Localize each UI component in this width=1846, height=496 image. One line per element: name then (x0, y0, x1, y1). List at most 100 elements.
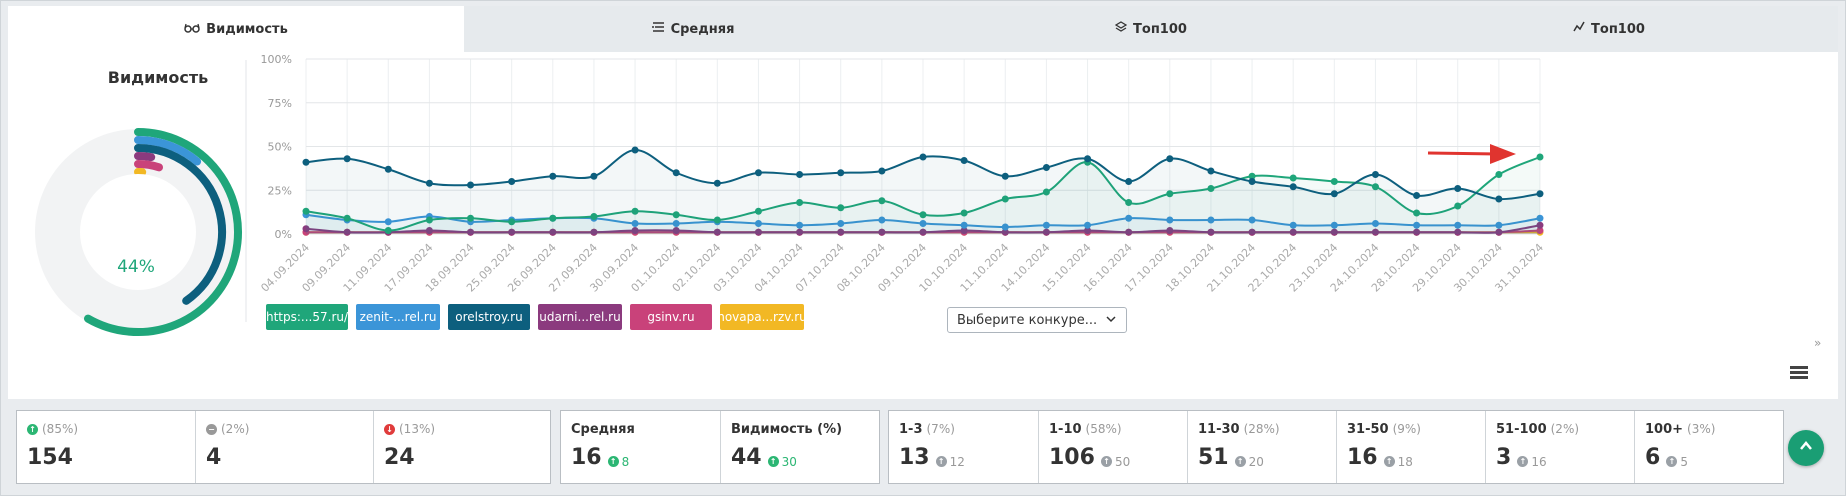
data-point[interactable] (878, 228, 886, 236)
data-point[interactable] (1330, 190, 1338, 198)
data-point[interactable] (960, 227, 968, 234)
data-point[interactable] (878, 167, 886, 175)
data-point[interactable] (960, 157, 968, 164)
data-point[interactable] (1001, 223, 1009, 231)
tab-visibility[interactable]: Видимость (8, 6, 464, 52)
data-point[interactable] (1495, 195, 1503, 203)
legend-chip-series-6[interactable]: novapa...rzv.ru (717, 304, 807, 330)
data-point[interactable] (672, 211, 680, 219)
data-point[interactable] (1207, 228, 1215, 236)
data-point[interactable] (631, 227, 639, 234)
tab-top100-layers[interactable]: Топ100 (922, 6, 1380, 52)
data-point[interactable] (1248, 172, 1256, 180)
data-point[interactable] (919, 211, 927, 219)
data-point[interactable] (343, 214, 351, 222)
data-point[interactable] (1248, 216, 1256, 224)
data-point[interactable] (796, 228, 804, 236)
data-point[interactable] (631, 220, 639, 227)
data-point[interactable] (796, 221, 804, 229)
data-point[interactable] (425, 179, 433, 187)
data-point[interactable] (754, 220, 762, 227)
data-point[interactable] (837, 228, 845, 236)
data-point[interactable] (1166, 190, 1174, 198)
data-point[interactable] (343, 155, 351, 163)
data-point[interactable] (1495, 221, 1503, 229)
data-point[interactable] (1289, 183, 1297, 191)
data-point[interactable] (1371, 171, 1379, 178)
data-point[interactable] (302, 225, 310, 233)
legend-chip-series-2[interactable]: zenit-...rel.ru (356, 304, 440, 330)
data-point[interactable] (549, 228, 557, 236)
data-point[interactable] (384, 227, 392, 234)
data-point[interactable] (1001, 228, 1009, 236)
data-point[interactable] (672, 169, 680, 177)
legend-chip-series-5[interactable]: gsinv.ru (630, 304, 712, 330)
data-point[interactable] (1166, 155, 1174, 163)
data-point[interactable] (1166, 216, 1174, 224)
data-point[interactable] (1289, 174, 1297, 182)
data-point[interactable] (384, 218, 392, 226)
data-point[interactable] (508, 218, 516, 226)
data-point[interactable] (384, 165, 392, 173)
data-point[interactable] (1125, 199, 1133, 206)
data-point[interactable] (631, 146, 639, 154)
data-point[interactable] (878, 216, 886, 224)
data-point[interactable] (1536, 190, 1544, 198)
tab-average[interactable]: Средняя (464, 6, 922, 52)
tab-top100-trend[interactable]: Топ100 (1380, 6, 1838, 52)
data-point[interactable] (425, 216, 433, 224)
data-point[interactable] (1084, 221, 1092, 229)
data-point[interactable] (754, 169, 762, 177)
data-point[interactable] (1330, 178, 1338, 185)
data-point[interactable] (302, 207, 310, 215)
data-point[interactable] (1371, 228, 1379, 236)
data-point[interactable] (1413, 221, 1421, 229)
data-point[interactable] (1207, 216, 1215, 224)
data-point[interactable] (1001, 172, 1009, 180)
data-point[interactable] (713, 228, 721, 236)
data-point[interactable] (672, 220, 680, 227)
data-point[interactable] (467, 214, 475, 222)
data-point[interactable] (549, 172, 557, 180)
data-point[interactable] (960, 209, 968, 217)
data-point[interactable] (590, 228, 598, 236)
competitor-select[interactable]: Выберите конкуре... (947, 307, 1127, 333)
data-point[interactable] (1536, 227, 1544, 234)
data-point[interactable] (713, 216, 721, 224)
data-point[interactable] (754, 207, 762, 215)
data-point[interactable] (1248, 228, 1256, 236)
data-point[interactable] (1166, 227, 1174, 234)
data-point[interactable] (1371, 183, 1379, 191)
legend-chip-series-4[interactable]: udarni...rel.ru (538, 304, 622, 330)
data-point[interactable] (1495, 171, 1503, 178)
data-point[interactable] (425, 227, 433, 234)
data-point[interactable] (343, 228, 351, 236)
data-point[interactable] (1125, 228, 1133, 236)
data-point[interactable] (1125, 178, 1133, 185)
data-point[interactable] (1125, 214, 1133, 222)
data-point[interactable] (508, 228, 516, 236)
data-point[interactable] (1371, 220, 1379, 227)
data-point[interactable] (549, 214, 557, 222)
data-point[interactable] (837, 169, 845, 177)
data-point[interactable] (754, 228, 762, 236)
data-point[interactable] (1042, 164, 1050, 171)
data-point[interactable] (467, 228, 475, 236)
data-point[interactable] (1454, 202, 1462, 210)
data-point[interactable] (1454, 228, 1462, 236)
data-point[interactable] (590, 213, 598, 220)
data-point[interactable] (796, 199, 804, 206)
data-point[interactable] (878, 197, 886, 205)
data-point[interactable] (1413, 192, 1421, 199)
data-point[interactable] (1536, 221, 1544, 229)
data-point[interactable] (1001, 195, 1009, 203)
data-point[interactable] (837, 204, 845, 212)
data-point[interactable] (1042, 188, 1050, 196)
data-point[interactable] (1042, 221, 1050, 229)
data-point[interactable] (1289, 221, 1297, 229)
data-point[interactable] (508, 178, 516, 185)
data-point[interactable] (919, 220, 927, 227)
legend-chip-series-1[interactable]: https:...57.ru/ (266, 304, 348, 330)
data-point[interactable] (1248, 178, 1256, 185)
data-point[interactable] (1454, 185, 1462, 192)
